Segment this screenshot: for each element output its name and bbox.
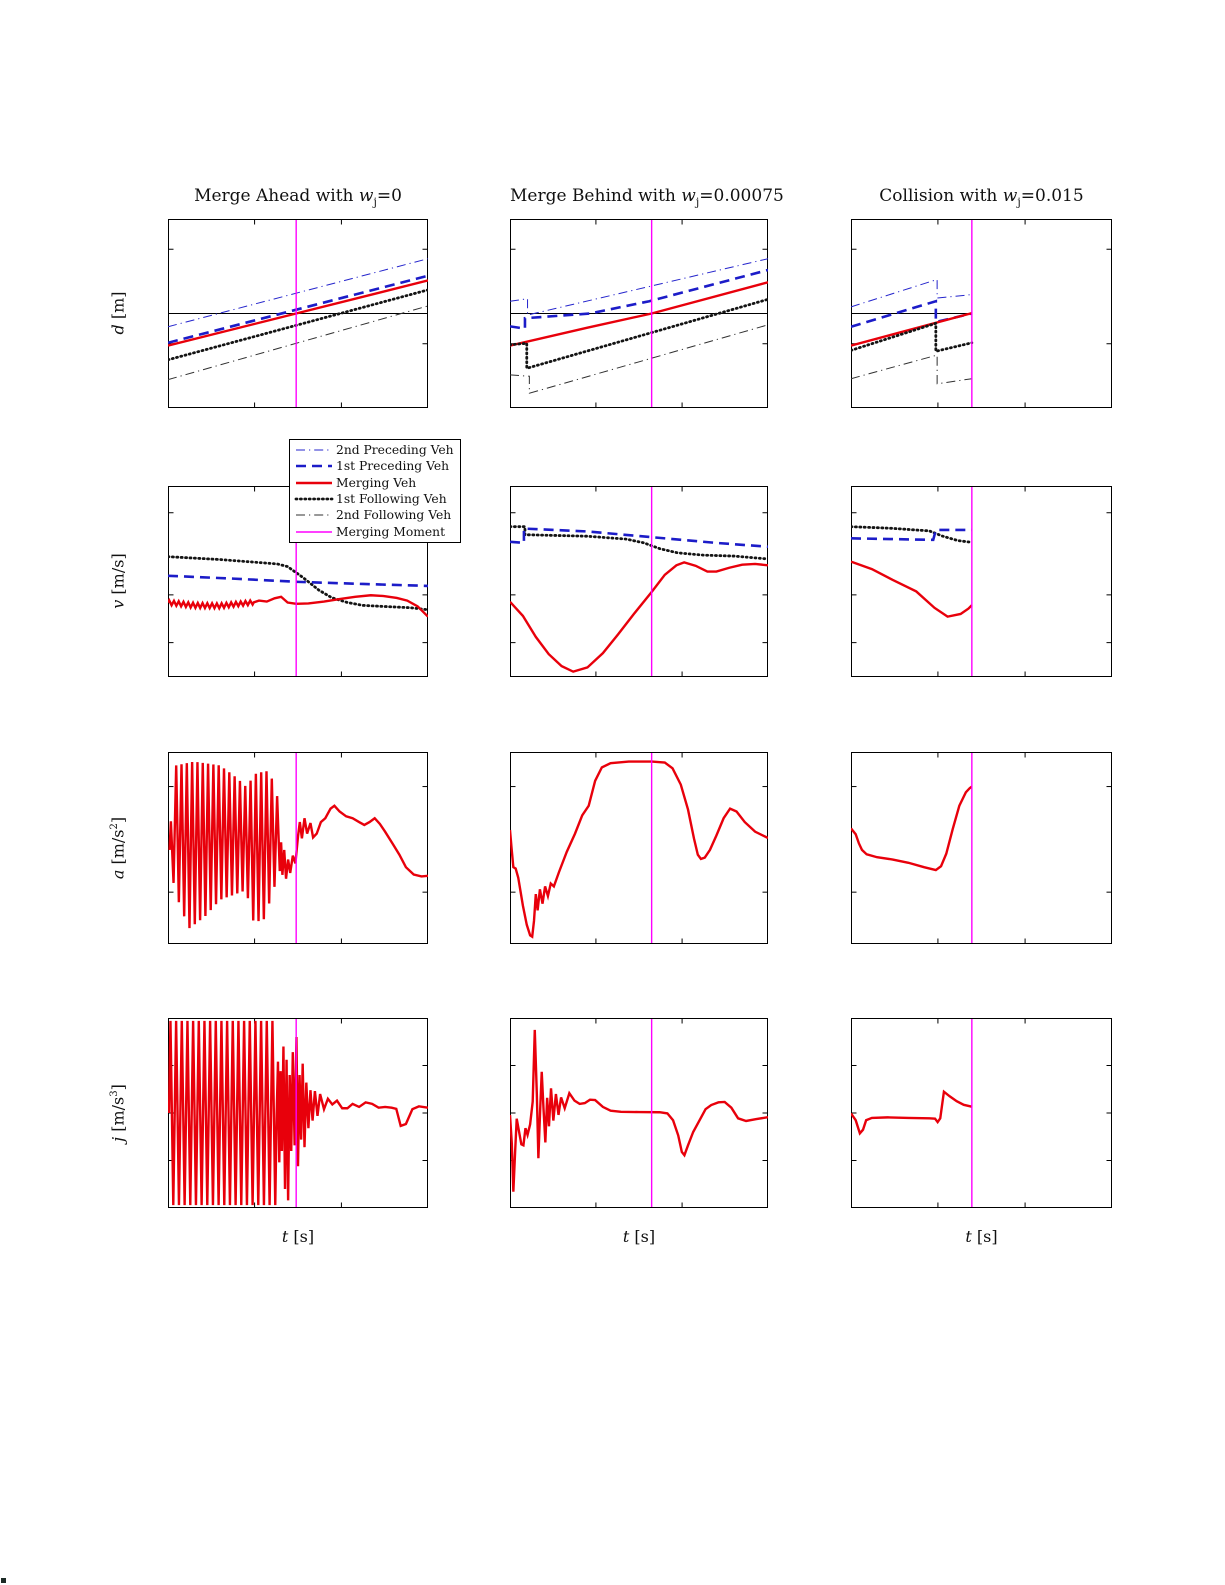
legend-entry-label: Merging Veh [336,475,417,490]
legend-entry-1st-following-veh: 1st Following Veh [294,492,460,507]
series-1st-preceding-veh [851,299,973,328]
series-1st-preceding-veh [168,574,428,588]
subplot-a-collision [851,752,1112,944]
subplot-a-merge-ahead [168,752,428,944]
series-1st-following-veh [510,525,768,561]
series-2nd-preceding-veh [510,258,768,316]
y-axis-label-a: a [m/s2] [108,816,128,880]
legend-entry-merging-veh: Merging Veh [294,475,460,490]
series-merging-veh [168,761,428,929]
series-merging-veh [168,279,428,347]
column-title-merge-ahead: Merge Ahead with wj=0 [194,186,402,209]
series-1st-following-veh [168,288,428,362]
series-2nd-following-veh [851,354,972,385]
subplot-j-collision [851,1018,1112,1208]
x-axis-label-col3: t [s] [965,1227,998,1246]
legend-entry-label: 2nd Following Veh [336,508,452,523]
column-title-collision: Collision with wj=0.015 [879,186,1084,209]
scan-artifact [1,1578,6,1583]
legend-entry-label: 1st Following Veh [336,492,447,507]
subplot-a-merge-behind [510,752,768,944]
y-axis-label-v: v [m/s] [108,553,128,609]
series-1st-preceding-veh [851,528,972,542]
series-merging-veh [510,561,768,673]
series-merging-veh [510,1029,768,1192]
series-1st-preceding-veh [510,268,768,331]
series-2nd-following-veh [168,305,428,381]
series-2nd-preceding-veh [168,258,428,328]
legend-entry-label: 1st Preceding Veh [336,459,450,474]
subplot-d-merge-behind [510,219,768,408]
y-axis-label-d: d [m] [108,291,128,335]
series-1st-following-veh [851,525,974,544]
series-merging-veh [851,311,973,347]
series-merging-veh [851,1089,973,1136]
series-merging-veh [851,560,973,618]
series-merging-veh [510,760,768,939]
series-1st-following-veh [168,555,428,612]
series-merging-veh [510,281,768,347]
series-1st-preceding-veh [168,274,428,345]
y-axis-label-j: j [m/s3] [108,1084,128,1142]
subplot-v-merge-behind [510,486,768,677]
series-merging-veh [168,594,428,618]
series-merging-veh [851,785,973,872]
subplot-d-collision [851,219,1112,408]
series-1st-preceding-veh [510,527,768,549]
subplot-v-collision [851,486,1112,677]
legend-entry-label: 2nd Preceding Veh [336,443,454,458]
x-axis-label-col1: t [s] [281,1227,315,1246]
series-1st-following-veh [851,321,974,354]
column-title-merge-behind: Merge Behind with wj=0.00075 [510,186,784,209]
legend-entry-label: Merging Moment [336,524,446,539]
legend-entry-2nd-preceding-veh: 2nd Preceding Veh [294,443,460,458]
series-1st-following-veh [510,297,768,371]
legend-entry-merging-moment: Merging Moment [294,524,460,539]
series-merging-veh [168,1020,428,1206]
legend-entry-2nd-following-veh: 2nd Following Veh [294,508,460,523]
subplot-d-merge-ahead [168,219,428,408]
legend-box: 2nd Preceding Veh 1st Preceding Veh Mergin… [289,439,461,543]
legend-entry-1st-preceding-veh: 1st Preceding Veh [294,459,460,474]
x-axis-label-col2: t [s] [622,1227,656,1246]
subplot-j-merge-ahead [168,1018,428,1208]
subplot-j-merge-behind [510,1018,768,1208]
series-2nd-preceding-veh [851,278,972,308]
